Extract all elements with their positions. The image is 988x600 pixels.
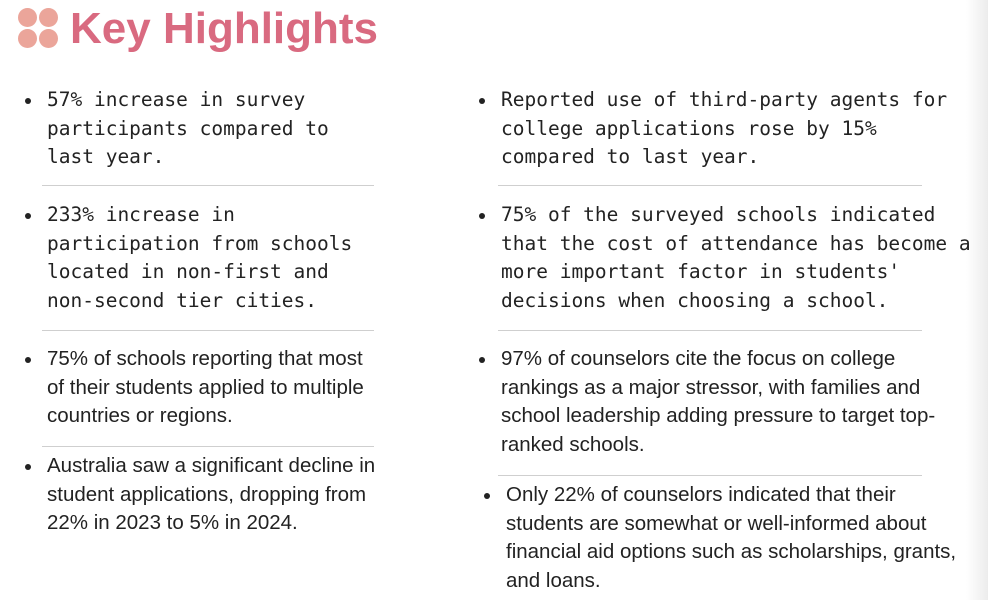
highlight-text: Reported use of third-party agents for c… — [501, 88, 948, 169]
divider — [498, 330, 922, 331]
divider — [42, 446, 374, 447]
divider — [498, 185, 922, 186]
bullet-icon — [25, 213, 31, 219]
divider — [498, 475, 922, 476]
highlight-text: 75% of schools reporting that most of th… — [47, 347, 364, 428]
bullet-icon — [479, 213, 485, 219]
highlight-text: Australia saw a significant decline in s… — [47, 454, 376, 535]
highlight-item: Australia saw a significant decline in s… — [25, 452, 382, 538]
highlight-text: 97% of counselors cite the focus on coll… — [501, 347, 936, 456]
highlight-text: Only 22% of counselors indicated that th… — [506, 483, 957, 592]
divider — [42, 330, 374, 331]
bullet-icon — [479, 98, 485, 104]
bullet-icon — [25, 464, 31, 470]
highlight-item: Reported use of third-party agents for c… — [479, 86, 971, 172]
four-dots-logo-icon — [18, 8, 60, 50]
bullet-icon — [479, 357, 485, 363]
bullet-icon — [25, 98, 31, 104]
highlight-text: 57% increase in survey participants comp… — [47, 88, 329, 169]
highlight-item: 57% increase in survey participants comp… — [25, 86, 387, 172]
page-title: Key Highlights — [70, 4, 379, 53]
highlight-text: 233% increase in participation from scho… — [47, 203, 353, 312]
highlight-item: 233% increase in participation from scho… — [25, 201, 387, 315]
highlight-item: 97% of counselors cite the focus on coll… — [479, 345, 976, 459]
highlight-text: 75% of the surveyed schools indicated th… — [501, 203, 971, 312]
bullet-icon — [484, 493, 490, 499]
highlight-item: 75% of schools reporting that most of th… — [25, 345, 382, 431]
divider — [42, 185, 374, 186]
page-edge-shade — [966, 0, 988, 600]
highlight-item: 75% of the surveyed schools indicated th… — [479, 201, 971, 315]
bullet-icon — [25, 357, 31, 363]
highlight-item: Only 22% of counselors indicated that th… — [484, 481, 971, 595]
